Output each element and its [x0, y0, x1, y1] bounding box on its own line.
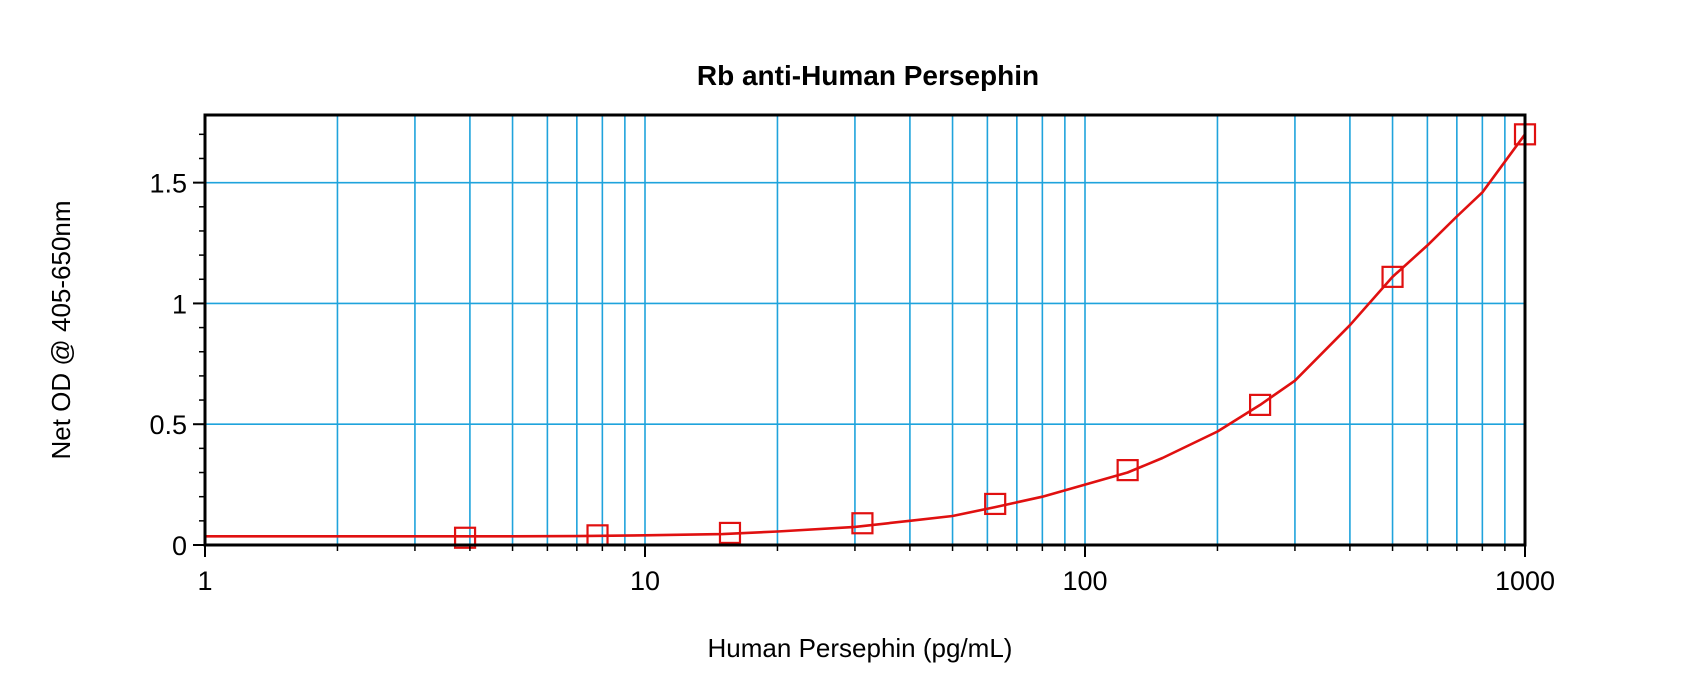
axes	[193, 113, 1527, 557]
x-tick-label: 1	[197, 566, 212, 596]
data-point	[1116, 459, 1139, 482]
fit-curve-layer	[205, 133, 1527, 538]
y-tick-label: 1	[172, 289, 187, 319]
x-tick-label: 1000	[1495, 566, 1555, 596]
chart-title: Rb anti-Human Persephin	[697, 60, 1039, 91]
data-point	[1381, 265, 1404, 288]
grid	[205, 115, 1525, 545]
tick-labels: 1 10 100 1000 0 0.5 1 1.5	[149, 169, 1555, 596]
y-axis-label: Net OD @ 405-650nm	[46, 200, 76, 459]
y-tick-label: 1.5	[149, 169, 187, 199]
data-point	[984, 492, 1007, 516]
data-point	[851, 512, 874, 535]
data-point	[718, 521, 742, 545]
x-axis-label: Human Persephin (pg/mL)	[708, 633, 1013, 663]
y-tick-label: 0.5	[149, 410, 187, 440]
x-tick-label: 10	[630, 566, 660, 596]
data-markers	[453, 123, 1537, 549]
fit-curve	[205, 133, 1527, 538]
y-tick-label: 0	[172, 531, 187, 561]
data-point	[453, 526, 477, 549]
x-tick-label: 100	[1062, 566, 1107, 596]
plot-frame	[203, 113, 1527, 547]
data-point	[1248, 393, 1272, 416]
